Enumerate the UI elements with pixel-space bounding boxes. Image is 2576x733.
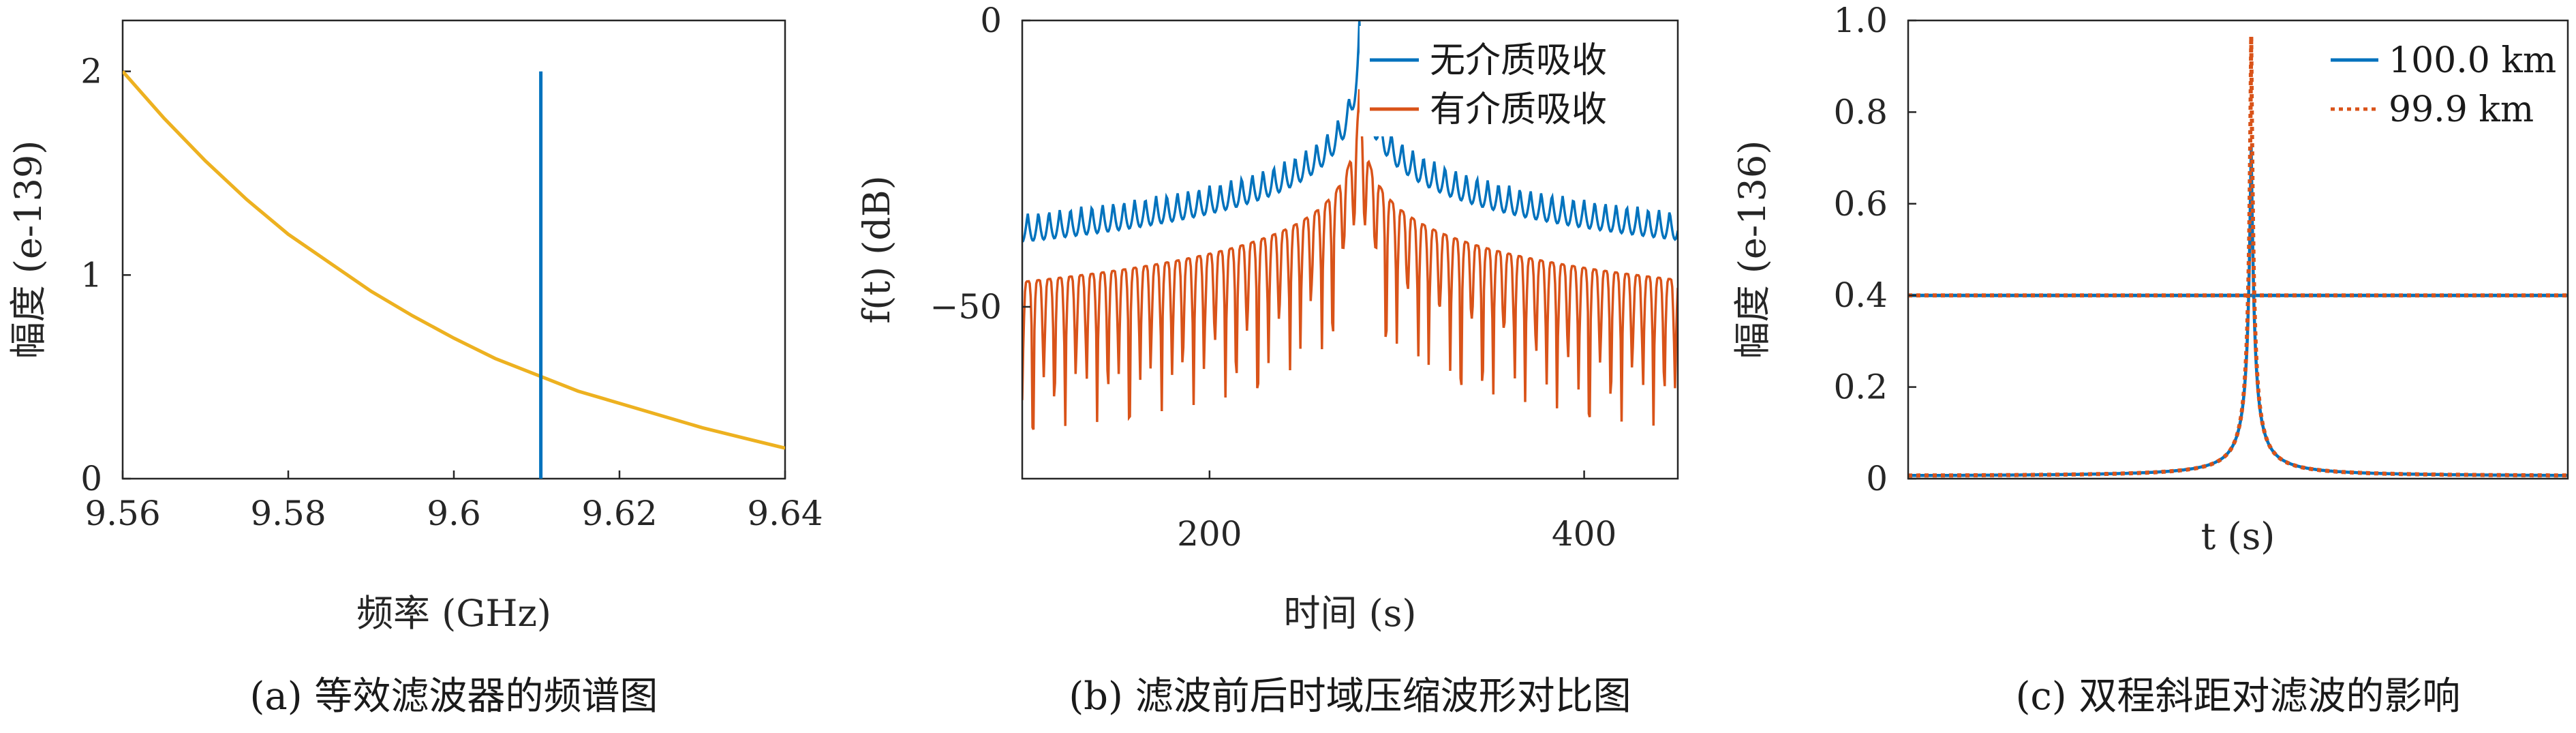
panel-a-ytick-label: 2 (80, 52, 102, 91)
panel-c-xlabel: t (s) (2201, 515, 2275, 558)
panel-a-xtick-label: 9.6 (427, 494, 481, 533)
panel-c-axes-box (1907, 19, 2569, 480)
legend-b-label-2: 有介质吸收 (1430, 89, 1607, 130)
panel-a-xlabel: 频率 (GHz) (356, 592, 551, 635)
panel-a-xtick-label: 9.62 (581, 494, 657, 533)
panel-b-series-no-absorption (1022, 20, 1678, 243)
panel-a-spectrum-curve (123, 70, 785, 450)
panel-a: 9.56 9.58 9.6 9.62 9.64 0 1 2 频率 (GHz) 幅度 (e-1… (7, 19, 823, 719)
panel-c-ytick-label: 0.8 (1833, 92, 1888, 132)
panel-b-ylabel: f(t) (dB) (855, 175, 898, 323)
panel-c-caption: (c) 双程斜距对滤波的影响 (2016, 674, 2461, 719)
panel-a-axes-box (121, 19, 786, 480)
panel-a-yticks: 0 1 2 (80, 52, 131, 498)
panel-c-plot (1908, 36, 2568, 478)
panel-b-legend-box (1360, 26, 1673, 136)
panel-a-caption: (a) 等效滤波器的频谱图 (250, 674, 658, 719)
panel-b-caption: (b) 滤波前后时域压缩波形对比图 (1069, 674, 1631, 719)
panel-c-legend: 100.0 km 99.9 km (2320, 26, 2563, 136)
legend-c-label-1: 100.0 km (2389, 40, 2556, 81)
panel-b-xticks: 200 400 (1177, 470, 1616, 554)
panel-a-ytick-label: 0 (80, 459, 102, 498)
panel-b: 200 400 0 −50 无介质吸收 有介质吸收 时间 (s) f(t) (dB)… (855, 1, 1679, 719)
panel-c-series-99-9km (1908, 36, 2568, 478)
panel-c-ylabel: 幅度 (e-136) (1731, 140, 1774, 359)
panel-b-xlabel: 时间 (s) (1283, 592, 1416, 635)
panel-a-xtick-label: 9.58 (250, 494, 326, 533)
panel-a-ytick-label: 1 (80, 255, 102, 295)
panel-c-ytick-label: 0 (1866, 459, 1888, 498)
panel-b-legend: 无介质吸收 有介质吸收 (1360, 26, 1673, 136)
panel-c-ytick-label: 1.0 (1833, 1, 1888, 40)
panel-b-xtick-label: 200 (1177, 514, 1242, 554)
panel-c-ytick-label: 0.4 (1833, 275, 1888, 315)
panel-a-xticks: 9.56 9.58 9.6 9.62 9.64 (85, 470, 823, 533)
panel-a-xtick-label: 9.56 (85, 494, 160, 533)
panel-b-series-with-absorption (1022, 89, 1678, 430)
panel-c-ytick-label: 0.6 (1833, 184, 1888, 224)
legend-b-label-1: 无介质吸收 (1430, 40, 1607, 81)
panel-b-xtick-label: 400 (1552, 514, 1616, 554)
panel-b-yticks: 0 −50 (930, 1, 1030, 327)
panel-c: 00.20.40.60.81.0 100.0 km 99.9 km t (s) … (1731, 1, 2569, 719)
legend-c-label-2: 99.9 km (2389, 89, 2534, 130)
panel-c-yticks: 0 0.2 0.4 0.6 0.8 1.0 (1833, 1, 1916, 498)
panel-a-xtick-label: 9.64 (747, 494, 823, 533)
panel-a-ylabel: 幅度 (e-139) (7, 140, 50, 359)
panel-b-ytick-label: 0 (980, 1, 1002, 40)
panel-b-plot (1022, 20, 1678, 430)
panel-b-axes-box (1021, 19, 1679, 480)
panel-c-ytick-label: 0.2 (1833, 368, 1888, 407)
panel-a-plot (123, 70, 785, 479)
panel-b-ytick-label: −50 (930, 287, 1002, 327)
panel-c-legend-box (2320, 26, 2563, 136)
